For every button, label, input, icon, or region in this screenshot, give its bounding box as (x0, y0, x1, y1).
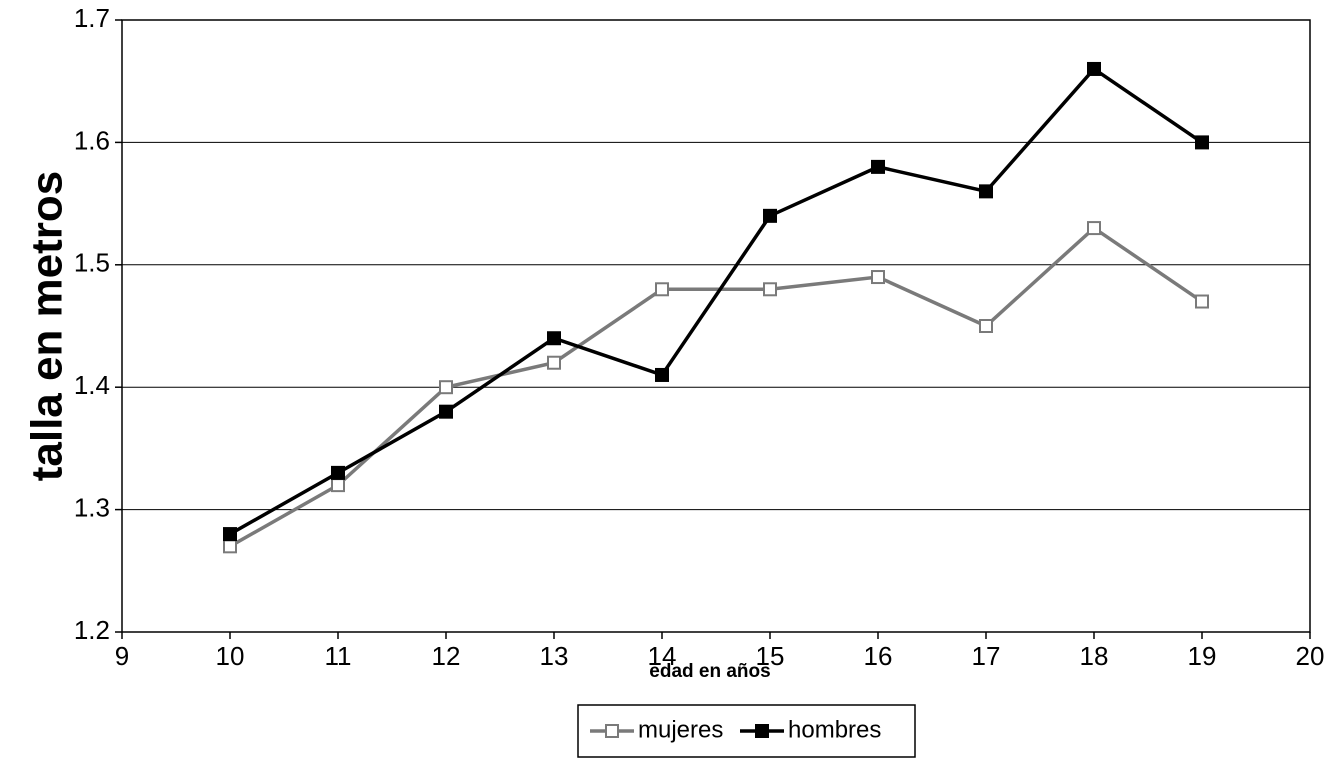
x-tick-label: 9 (115, 641, 129, 671)
x-tick-label: 15 (756, 641, 785, 671)
marker (1087, 221, 1101, 236)
x-tick-label: 16 (864, 641, 893, 671)
marker (1195, 294, 1209, 309)
x-tick-label: 18 (1080, 641, 1109, 671)
x-tick-label: 10 (216, 641, 245, 671)
x-tick-label: 13 (540, 641, 569, 671)
y-tick-label: 1.5 (74, 248, 110, 278)
y-tick-label: 1.6 (74, 125, 110, 155)
legend-label: hombres (788, 716, 881, 743)
legend-marker (605, 724, 619, 738)
marker (763, 282, 777, 297)
marker (439, 404, 453, 419)
x-tick-label: 11 (325, 641, 352, 671)
marker (439, 380, 453, 395)
y-tick-label: 1.4 (74, 370, 110, 400)
marker (331, 465, 345, 480)
marker (331, 478, 345, 493)
x-axis-label: edad en años (649, 661, 770, 682)
marker (871, 270, 885, 285)
marker (1195, 135, 1209, 150)
x-tick-label: 20 (1296, 641, 1325, 671)
y-tick-label: 1.2 (74, 615, 110, 645)
x-tick-label: 14 (648, 641, 677, 671)
marker (223, 527, 237, 542)
series-line (229, 66, 1203, 536)
y-axis-label: talla en metros (23, 171, 72, 482)
series-line (229, 225, 1203, 548)
plot-frame (121, 19, 1311, 633)
x-tick-label: 17 (972, 641, 1001, 671)
marker (655, 282, 669, 297)
y-tick-label: 1.3 (74, 492, 110, 522)
legend-marker (755, 724, 769, 738)
y-tick-label: 1.7 (74, 3, 110, 33)
marker (763, 208, 777, 223)
marker (655, 367, 669, 382)
marker (979, 184, 993, 199)
x-tick-label: 19 (1188, 641, 1217, 671)
marker (871, 159, 885, 174)
marker (1087, 61, 1101, 76)
marker (547, 331, 561, 346)
marker (547, 355, 561, 370)
marker (223, 539, 237, 554)
x-tick-label: 12 (432, 641, 461, 671)
legend-label: mujeres (638, 716, 723, 743)
marker (979, 319, 993, 333)
